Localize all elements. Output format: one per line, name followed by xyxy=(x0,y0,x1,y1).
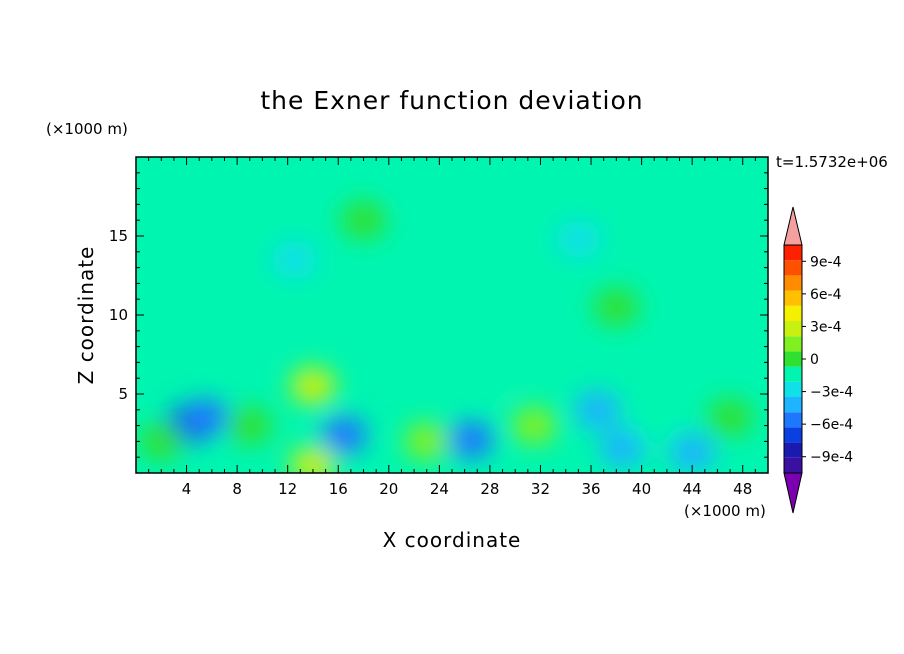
field-feature xyxy=(454,229,500,268)
field-feature xyxy=(321,415,368,455)
field-feature xyxy=(593,287,639,327)
colorbar-label: −6e-4 xyxy=(810,417,853,433)
field-feature xyxy=(214,327,260,366)
colorbar-segment xyxy=(784,351,802,367)
colorbar-max-arrow xyxy=(783,206,803,246)
colorbar-segment xyxy=(784,336,802,352)
field-feature xyxy=(404,272,450,311)
colorbar-segment xyxy=(784,442,802,458)
contour-field xyxy=(136,157,768,473)
field-feature xyxy=(163,208,210,248)
y-tick-label: 15 xyxy=(109,227,128,245)
colorbar-segment xyxy=(784,260,802,276)
field-feature xyxy=(136,157,159,177)
field-feature xyxy=(404,422,450,461)
field-feature xyxy=(271,240,317,279)
colorbar-min-arrow xyxy=(783,472,803,514)
field-feature xyxy=(707,398,753,437)
colorbar-label: 3e-4 xyxy=(810,319,842,335)
x-axis-label: X coordinate xyxy=(382,528,522,552)
field-feature xyxy=(290,366,336,406)
colorbar: 9e-4 6e-4 3e-4 0 −3e-4 −6e-4 −9e-4 xyxy=(783,206,853,514)
x-tick-label: 8 xyxy=(232,480,242,498)
time-label: t=1.5732e+06 xyxy=(776,153,888,171)
x-tick-label: 4 xyxy=(182,480,192,498)
x-tick-label: 36 xyxy=(581,480,600,498)
colorbar-segment xyxy=(784,397,802,413)
x-tick-label: 44 xyxy=(683,480,702,498)
field-feature xyxy=(574,390,620,429)
field-feature xyxy=(600,428,646,467)
field-feature xyxy=(404,169,450,208)
field-feature xyxy=(669,433,715,472)
field-feature xyxy=(669,224,715,264)
field-feature xyxy=(631,406,677,445)
colorbar-segment xyxy=(784,366,802,382)
field-feature xyxy=(138,422,184,461)
x-tick-label: 28 xyxy=(480,480,499,498)
field-feature xyxy=(182,398,229,437)
x-axis-unit: (×1000 m) xyxy=(684,502,766,520)
field-feature xyxy=(227,406,273,445)
x-tick-label: 24 xyxy=(430,480,449,498)
y-tick-label: 10 xyxy=(109,306,128,324)
colorbar-segment xyxy=(784,412,802,428)
colorbar-segment xyxy=(784,275,802,291)
x-tick-label: 48 xyxy=(733,480,752,498)
field-feature xyxy=(555,220,601,259)
field-feature xyxy=(511,406,557,445)
y-axis-unit: (×1000 m) xyxy=(46,120,128,138)
x-tick-label: 16 xyxy=(329,480,348,498)
field-anomalies xyxy=(136,157,753,473)
colorbar-label: 6e-4 xyxy=(810,287,842,303)
colorbar-segment xyxy=(784,305,802,321)
colorbar-segment xyxy=(784,245,802,261)
field-feature xyxy=(391,335,437,374)
field-feature xyxy=(290,445,336,473)
chart-title: the Exner function deviation xyxy=(260,86,644,115)
x-tick-label: 20 xyxy=(379,480,398,498)
colorbar-label: −9e-4 xyxy=(810,450,853,466)
field-feature xyxy=(340,201,387,240)
x-tick-label: 12 xyxy=(278,480,297,498)
y-tick-label: 5 xyxy=(118,385,128,403)
colorbar-segment xyxy=(784,381,802,397)
colorbar-segment xyxy=(784,457,802,473)
x-tick-label: 32 xyxy=(531,480,550,498)
x-tick-label: 40 xyxy=(632,480,651,498)
colorbar-segment xyxy=(784,290,802,306)
field-feature xyxy=(448,420,494,459)
colorbar-label: −3e-4 xyxy=(810,385,853,401)
colorbar-segment xyxy=(784,427,802,443)
field-feature xyxy=(467,359,513,398)
colorbar-label: 0 xyxy=(810,352,819,368)
colorbar-label: 9e-4 xyxy=(810,254,842,270)
colorbar-segment xyxy=(784,321,802,337)
